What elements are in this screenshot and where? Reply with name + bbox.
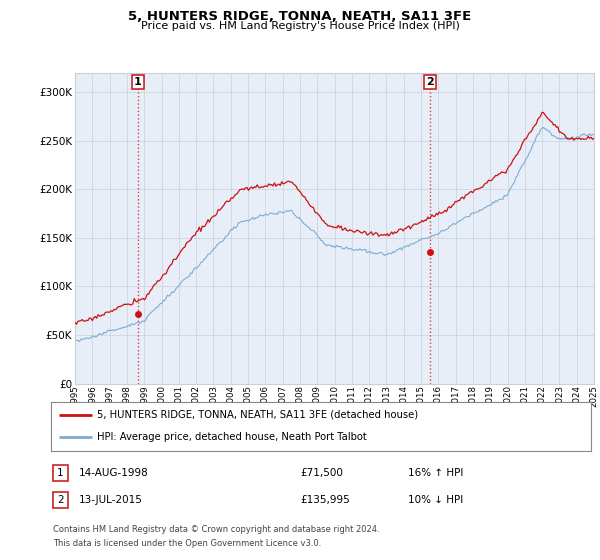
- Text: 5, HUNTERS RIDGE, TONNA, NEATH, SA11 3FE (detached house): 5, HUNTERS RIDGE, TONNA, NEATH, SA11 3FE…: [97, 410, 418, 420]
- Text: 2: 2: [426, 77, 434, 87]
- Text: This data is licensed under the Open Government Licence v3.0.: This data is licensed under the Open Gov…: [53, 539, 321, 548]
- Text: Contains HM Land Registry data © Crown copyright and database right 2024.: Contains HM Land Registry data © Crown c…: [53, 525, 379, 534]
- Text: 13-JUL-2015: 13-JUL-2015: [79, 495, 143, 505]
- Text: £135,995: £135,995: [300, 495, 350, 505]
- Text: Price paid vs. HM Land Registry's House Price Index (HPI): Price paid vs. HM Land Registry's House …: [140, 21, 460, 31]
- Text: 14-AUG-1998: 14-AUG-1998: [79, 468, 149, 478]
- Text: 16% ↑ HPI: 16% ↑ HPI: [408, 468, 463, 478]
- Text: HPI: Average price, detached house, Neath Port Talbot: HPI: Average price, detached house, Neat…: [97, 432, 367, 442]
- Text: 1: 1: [134, 77, 142, 87]
- Text: 10% ↓ HPI: 10% ↓ HPI: [408, 495, 463, 505]
- Text: £71,500: £71,500: [300, 468, 343, 478]
- Text: 5, HUNTERS RIDGE, TONNA, NEATH, SA11 3FE: 5, HUNTERS RIDGE, TONNA, NEATH, SA11 3FE: [128, 10, 472, 22]
- Text: 2: 2: [57, 495, 64, 505]
- Text: 1: 1: [57, 468, 64, 478]
